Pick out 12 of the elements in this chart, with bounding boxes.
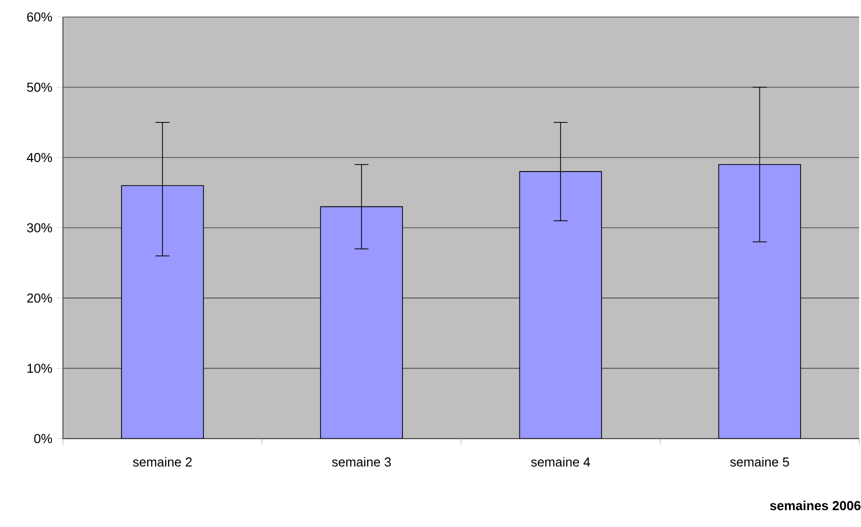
x-axis-title: semaines 2006	[770, 500, 861, 510]
x-tick-label: semaine 3	[332, 457, 391, 467]
y-tick-label: 10%	[28, 364, 52, 374]
y-tick-label: 40%	[26, 153, 52, 162]
x-tick-label: semaine 2	[132, 457, 192, 467]
y-tick-label: 30%	[27, 223, 52, 233]
y-tick-label: 50%	[27, 82, 52, 92]
y-tick-label: 20%	[27, 294, 52, 303]
x-tick-label: semaine 5	[730, 457, 789, 467]
x-tick-label: semaine 4	[531, 457, 590, 467]
y-tick-label: 0%	[34, 434, 52, 444]
y-tick-label: 60%	[27, 12, 52, 22]
